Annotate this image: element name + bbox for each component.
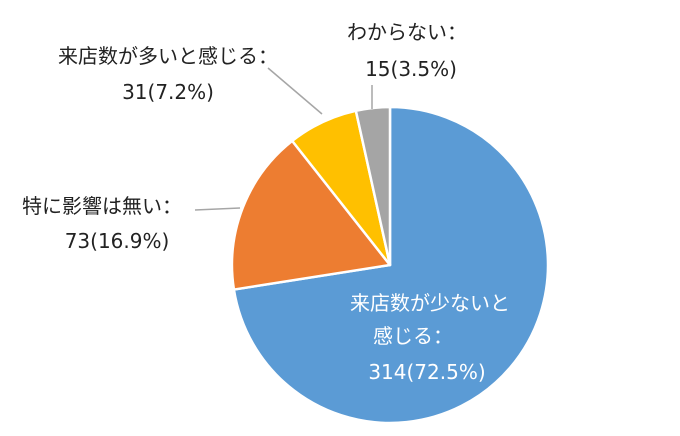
leader-lines: [194, 67, 373, 211]
pie-slice: [354, 105, 392, 267]
slice-value-label: 31(7.2%): [122, 80, 214, 104]
slice-value-label: 15(3.5%): [365, 57, 457, 81]
slice-label-line: わからない：: [347, 20, 467, 44]
leader-line: [194, 207, 241, 211]
slice-label-line: 特に影響は無い：: [22, 194, 182, 218]
pie-slice: [230, 139, 392, 291]
slice-label-line: 来店数が少ないと: [350, 291, 510, 315]
slice-value-label: 73(16.9%): [65, 229, 170, 253]
slice-label-line: 感じる：: [373, 324, 453, 348]
slice-value-label: 314(72.5%): [368, 360, 485, 384]
leader-line: [267, 67, 323, 115]
slice-label-line: 来店数が多いと感じる：: [58, 44, 278, 68]
pie-slices: [230, 105, 550, 425]
